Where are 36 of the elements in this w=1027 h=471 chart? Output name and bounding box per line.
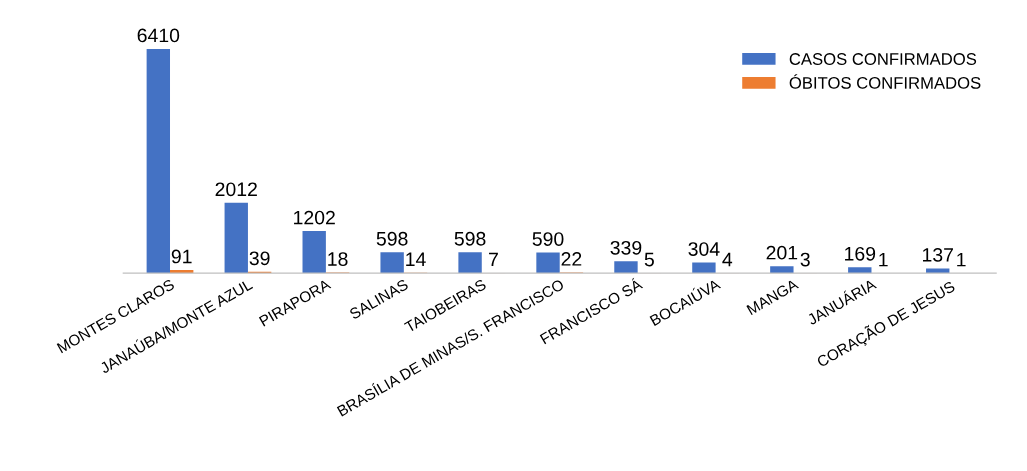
data-label: 5 — [644, 252, 654, 267]
data-label: 91 — [171, 249, 192, 264]
data-label: 1 — [957, 252, 966, 267]
data-label: 39 — [249, 251, 270, 266]
bar — [926, 268, 950, 274]
bar — [692, 262, 716, 274]
bar — [848, 267, 872, 274]
legend-label: ÓBITOS CONFIRMADOS — [789, 74, 981, 89]
bar — [536, 252, 560, 274]
data-label: 1202 — [294, 210, 335, 225]
bar — [170, 270, 194, 274]
data-label: 22 — [561, 252, 582, 266]
data-label: 598 — [376, 231, 408, 246]
bar — [224, 202, 248, 274]
data-label: 169 — [845, 246, 876, 261]
data-label: 14 — [406, 252, 426, 266]
legend-label: CASOS CONFIRMADOS — [789, 53, 977, 65]
bar — [380, 252, 404, 274]
data-label: 598 — [454, 231, 486, 246]
data-label: 201 — [766, 245, 798, 260]
data-label: 1 — [879, 252, 888, 267]
data-label: 590 — [532, 232, 564, 246]
data-label: 3 — [800, 252, 810, 267]
data-label: 339 — [610, 240, 642, 255]
data-label: 6410 — [137, 28, 180, 43]
data-label: 2012 — [215, 182, 257, 197]
bar — [302, 231, 326, 274]
data-label: 7 — [489, 252, 498, 267]
bar — [770, 266, 794, 274]
bar — [458, 252, 482, 274]
bar — [614, 261, 638, 274]
data-label: 304 — [688, 242, 720, 256]
data-label: 137 — [923, 248, 953, 262]
bar — [146, 48, 171, 274]
data-label: 18 — [328, 252, 348, 266]
data-label: 4 — [722, 252, 733, 267]
